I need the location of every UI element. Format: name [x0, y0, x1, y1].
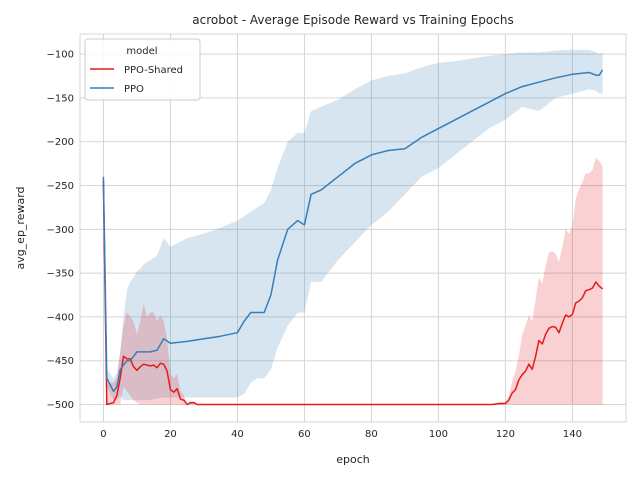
legend-label-ppo-shared: PPO-Shared [124, 65, 183, 76]
legend-box [84, 38, 201, 101]
y-tick-label: −150 [47, 93, 74, 104]
x-tick-label: 80 [365, 429, 378, 440]
series-lines [102, 69, 604, 406]
legend-title: model [126, 46, 157, 57]
x-tick-label: 20 [164, 429, 177, 440]
y-axis-ticks: −500 −450 −400 −350 −300 −250 −200 −150 −100 [47, 50, 74, 411]
line-ppo-shared [102, 181, 604, 406]
grid [80, 34, 626, 422]
band-ppo [103, 49, 603, 401]
plot-frame [79, 33, 627, 423]
y-tick-label: −100 [47, 50, 74, 61]
y-tick-label: −300 [47, 225, 74, 236]
y-tick-label: −500 [47, 400, 74, 411]
line-ppo [102, 69, 604, 393]
y-axis-label: avg_ep_reward [14, 186, 27, 269]
y-tick-label: −450 [47, 356, 74, 367]
band-ppo-shared [103, 157, 603, 405]
x-tick-label: 60 [298, 429, 311, 440]
y-tick-label: −400 [47, 312, 74, 323]
x-axis-label: epoch [336, 453, 370, 466]
x-tick-label: 140 [563, 429, 582, 440]
y-tick-label: −200 [47, 137, 74, 148]
chart-title: acrobot - Average Episode Reward vs Trai… [192, 13, 513, 27]
x-tick-label: 100 [429, 429, 448, 440]
confidence-bands [103, 49, 603, 405]
y-tick-label: −250 [47, 181, 74, 192]
x-axis-ticks: 0 20 40 60 80 100 120 140 [100, 429, 582, 440]
x-tick-label: 40 [231, 429, 244, 440]
legend-label-ppo: PPO [124, 84, 144, 95]
y-tick-label: −350 [47, 269, 74, 280]
x-tick-label: 120 [496, 429, 515, 440]
legend: model PPO-Shared PPO [84, 38, 201, 101]
x-tick-label: 0 [100, 429, 106, 440]
